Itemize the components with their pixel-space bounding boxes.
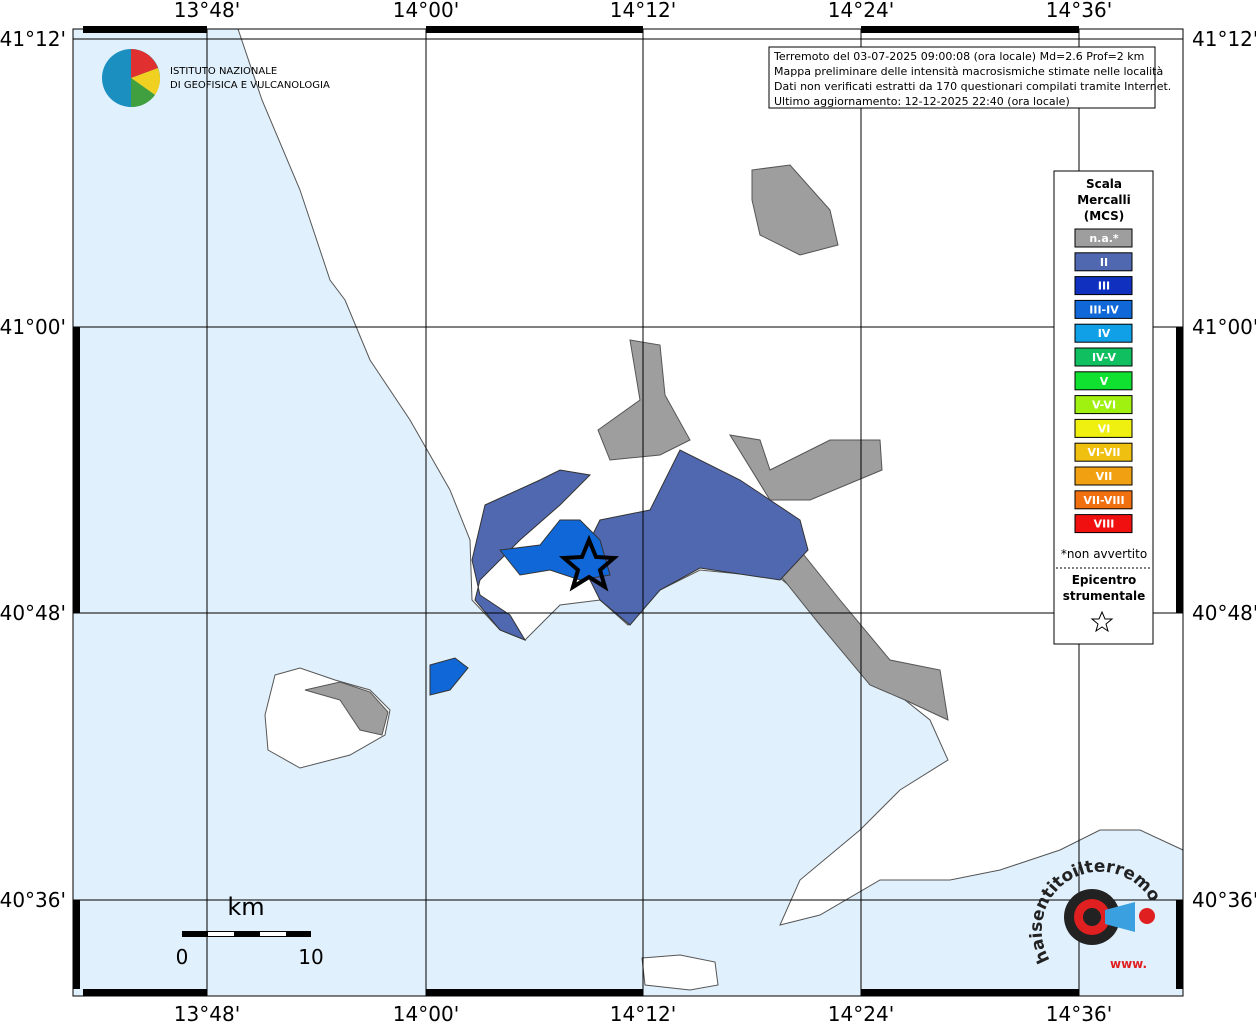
legend-label: III-IV <box>1089 303 1119 316</box>
lon-label: 14°36' <box>1046 1002 1112 1024</box>
legend-label: VII <box>1096 470 1113 483</box>
scale-unit: km <box>227 893 264 921</box>
procida <box>429 657 469 696</box>
lat-label: 41°00' <box>1192 315 1256 339</box>
lat-label: 40°36' <box>1192 888 1256 912</box>
lon-label: 14°24' <box>828 1002 894 1024</box>
info-line: Terremoto del 03-07-2025 09:00:08 (ora l… <box>773 50 1144 63</box>
lon-label: 14°12' <box>610 0 676 22</box>
lat-label: 41°12' <box>0 27 66 51</box>
lat-label: 40°48' <box>0 601 66 625</box>
legend-label: V-VI <box>1092 399 1116 412</box>
legend-swatch <box>1074 371 1133 391</box>
info-line: Dati non verificati estratti da 170 ques… <box>774 80 1171 93</box>
legend-title: Mercalli <box>1077 193 1131 207</box>
capri <box>641 954 719 991</box>
legend-label: IV <box>1098 327 1111 340</box>
area-ii-west <box>471 469 592 642</box>
legend-label: II <box>1100 256 1108 269</box>
legend-swatch <box>1074 299 1133 319</box>
badge-www: www. <box>1110 957 1147 971</box>
lon-label: 14°12' <box>610 1002 676 1024</box>
frame <box>72 26 1184 997</box>
lon-label: 13°48' <box>174 1002 240 1024</box>
area-gray-north <box>751 164 839 256</box>
legend-swatch <box>1074 252 1133 272</box>
ischia-gray <box>304 681 389 736</box>
legend-label: VIII <box>1094 518 1115 531</box>
legend-swatch <box>1074 418 1133 438</box>
legend-star <box>1090 610 1114 633</box>
scale-label: 0 <box>176 945 189 969</box>
lat-label: 40°48' <box>1192 601 1256 625</box>
legend-label: VI-VII <box>1087 446 1120 459</box>
legend-label: n.a.* <box>1089 232 1119 245</box>
legend-epicenter: strumentale <box>1063 589 1146 603</box>
logo-line: ISTITUTO NAZIONALE <box>170 66 277 77</box>
legend-swatch <box>1074 442 1133 462</box>
lat-label: 41°00' <box>0 315 66 339</box>
legend-label: V <box>1100 375 1109 388</box>
legend-label: III <box>1098 280 1110 293</box>
logo: ISTITUTO NAZIONALE DI GEOFISICA E VULCAN… <box>102 49 330 108</box>
legend-swatch <box>1074 490 1133 510</box>
legend-note: *non avvertito <box>1061 547 1147 561</box>
legend-title: Scala <box>1086 177 1122 191</box>
area-ii <box>579 449 809 626</box>
lon-label: 14°00' <box>393 1002 459 1024</box>
legend-label: VII-VIII <box>1083 494 1124 507</box>
legend-swatch <box>1074 395 1133 415</box>
legend-swatch <box>1074 347 1133 367</box>
lon-label: 14°24' <box>828 0 894 22</box>
legend-swatch <box>1074 466 1133 486</box>
info-box <box>768 46 1156 109</box>
lat-label: 40°36' <box>0 888 66 912</box>
logo-line: DI GEOFISICA E VULCANOLOGIA <box>170 80 330 91</box>
legend-epicenter: Epicentro <box>1072 573 1137 587</box>
area-gray-coast <box>779 549 949 721</box>
legend-swatch <box>1074 323 1133 343</box>
lon-label: 14°36' <box>1046 0 1112 22</box>
info-line: Ultimo aggiornamento: 12-12-2025 22:40 (… <box>774 95 1070 108</box>
legend-label: VI <box>1098 422 1111 435</box>
area-gray-central <box>597 339 883 501</box>
lon-label: 14°00' <box>393 0 459 22</box>
lat-label: 41°12' <box>1192 27 1256 51</box>
legend-swatch <box>1074 228 1133 248</box>
lon-label: 13°48' <box>174 0 240 22</box>
legend-swatch <box>1074 276 1133 296</box>
info-line: Mappa preliminare delle intensità macros… <box>774 65 1163 78</box>
legend-title: (MCS) <box>1084 209 1125 223</box>
epicenter <box>558 534 620 592</box>
legend-label: IV-V <box>1092 351 1117 364</box>
legend-swatch <box>1074 514 1133 534</box>
scale-bar: km 0 10 <box>176 893 324 969</box>
scale-label: 10 <box>298 945 323 969</box>
